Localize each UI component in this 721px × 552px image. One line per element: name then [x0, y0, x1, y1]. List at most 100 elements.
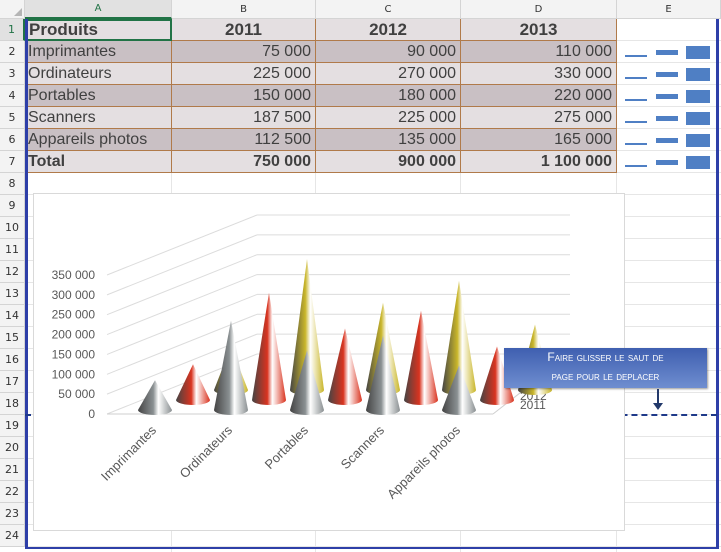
- sparkline-bar: [656, 50, 678, 55]
- row-header-18[interactable]: 18: [0, 393, 25, 415]
- cell-d5[interactable]: 275 000: [461, 107, 617, 129]
- tooltip-line-1: Faire glisser le saut de: [547, 350, 664, 364]
- column-header-b[interactable]: B: [172, 0, 316, 19]
- y-tick-label: 250 000: [52, 308, 96, 322]
- cell-a7[interactable]: Total: [25, 151, 172, 173]
- sparkline-bar: [625, 143, 647, 145]
- row-header-1[interactable]: 1: [0, 19, 25, 41]
- row-header-5[interactable]: 5: [0, 107, 25, 129]
- gridline-side: [106, 254, 258, 316]
- row-header-8[interactable]: 8: [0, 173, 25, 195]
- cone-2013-3: [442, 280, 476, 395]
- y-tick-label: 350 000: [52, 268, 96, 282]
- cell-a5[interactable]: Scanners: [25, 107, 172, 129]
- row-header-6[interactable]: 6: [0, 129, 25, 151]
- sparkline-bar: [625, 121, 647, 123]
- row-header-4[interactable]: 4: [0, 85, 25, 107]
- y-tick-label: 0: [88, 407, 95, 421]
- row-header-12[interactable]: 12: [0, 261, 25, 283]
- cell-c2[interactable]: 90 000: [316, 41, 461, 63]
- gridline-horizontal: [25, 546, 721, 547]
- sparkline-bar: [686, 156, 710, 169]
- cell-a1[interactable]: Produits: [25, 19, 172, 41]
- y-tick-label: 200 000: [52, 328, 96, 342]
- cell-c5[interactable]: 225 000: [316, 107, 461, 129]
- row-header-9[interactable]: 9: [0, 195, 25, 217]
- page-break-tooltip: Faire glisser le saut de page pour le de…: [504, 348, 707, 388]
- sparkline-bar: [625, 165, 647, 167]
- cell-c6[interactable]: 135 000: [316, 129, 461, 151]
- y-tick-label: 150 000: [52, 347, 96, 361]
- row-header-19[interactable]: 19: [0, 415, 25, 437]
- cone-2013-1: [290, 258, 324, 395]
- row-header-20[interactable]: 20: [0, 437, 25, 459]
- y-tick-label: 100 000: [52, 367, 96, 381]
- sparkline-bar: [686, 112, 710, 125]
- row-header-3[interactable]: 3: [0, 63, 25, 85]
- row-header-14[interactable]: 14: [0, 305, 25, 327]
- sparkline-bar: [625, 77, 647, 79]
- cell-c4[interactable]: 180 000: [316, 85, 461, 107]
- cell-b5[interactable]: 187 500: [172, 107, 316, 129]
- sparkline-bar: [686, 90, 710, 103]
- sparkline-bar: [686, 134, 710, 147]
- cell-d3[interactable]: 330 000: [461, 63, 617, 85]
- cone-2012-4: [480, 346, 514, 405]
- row-header-7[interactable]: 7: [0, 151, 25, 173]
- cell-d7[interactable]: 1 100 000: [461, 151, 617, 173]
- row-header-23[interactable]: 23: [0, 503, 25, 525]
- cell-a2[interactable]: Imprimantes: [25, 41, 172, 63]
- row-header-17[interactable]: 17: [0, 371, 25, 393]
- select-all-corner[interactable]: [0, 0, 25, 19]
- gridline-side: [106, 234, 258, 296]
- cell-a4[interactable]: Portables: [25, 85, 172, 107]
- sparkline-bar: [686, 68, 710, 81]
- tooltip-line-2: page pour le deplacer: [551, 369, 660, 383]
- row-header-16[interactable]: 16: [0, 349, 25, 371]
- cell-c1[interactable]: 2012: [316, 19, 461, 41]
- cone-2011-1: [214, 320, 248, 415]
- sparkline-bar: [656, 160, 678, 165]
- cell-c3[interactable]: 270 000: [316, 63, 461, 85]
- sparkline-bar: [686, 46, 710, 59]
- row-header-21[interactable]: 21: [0, 459, 25, 481]
- column-header-c[interactable]: C: [316, 0, 461, 19]
- tooltip-down-arrow-icon: [653, 389, 663, 410]
- cell-b6[interactable]: 112 500: [172, 129, 316, 151]
- cell-d1[interactable]: 2013: [461, 19, 617, 41]
- sparkline-bar: [656, 138, 678, 143]
- row-header-2[interactable]: 2: [0, 41, 25, 63]
- row-header-15[interactable]: 15: [0, 327, 25, 349]
- cell-c7[interactable]: 900 000: [316, 151, 461, 173]
- column-header-a[interactable]: A: [25, 0, 172, 19]
- cone-2011-3: [366, 335, 400, 415]
- column-header-d[interactable]: D: [461, 0, 617, 19]
- y-tick-label: 300 000: [52, 288, 96, 302]
- row-header-24[interactable]: 24: [0, 525, 25, 547]
- row-header-11[interactable]: 11: [0, 239, 25, 261]
- gridline-side: [106, 293, 258, 355]
- cone-2012-0: [176, 364, 210, 405]
- cell-d4[interactable]: 220 000: [461, 85, 617, 107]
- depth-axis-label: 2011: [520, 398, 546, 412]
- cell-b1[interactable]: 2011: [172, 19, 316, 41]
- cell-b3[interactable]: 225 000: [172, 63, 316, 85]
- page-break-bottom: [25, 547, 717, 549]
- cell-a3[interactable]: Ordinateurs: [25, 63, 172, 85]
- cell-b2[interactable]: 75 000: [172, 41, 316, 63]
- sparkline-bar: [625, 99, 647, 101]
- cell-b7[interactable]: 750 000: [172, 151, 316, 173]
- cell-a6[interactable]: Appareils photos: [25, 129, 172, 151]
- cell-b4[interactable]: 150 000: [172, 85, 316, 107]
- sparkline-bar: [656, 72, 678, 77]
- page-break-right[interactable]: [716, 19, 719, 549]
- gridline-side: [106, 274, 258, 336]
- sparkline-bar: [656, 94, 678, 99]
- cell-d2[interactable]: 110 000: [461, 41, 617, 63]
- row-header-22[interactable]: 22: [0, 481, 25, 503]
- column-header-e[interactable]: E: [617, 0, 721, 19]
- row-header-13[interactable]: 13: [0, 283, 25, 305]
- cell-d6[interactable]: 165 000: [461, 129, 617, 151]
- row-header-10[interactable]: 10: [0, 217, 25, 239]
